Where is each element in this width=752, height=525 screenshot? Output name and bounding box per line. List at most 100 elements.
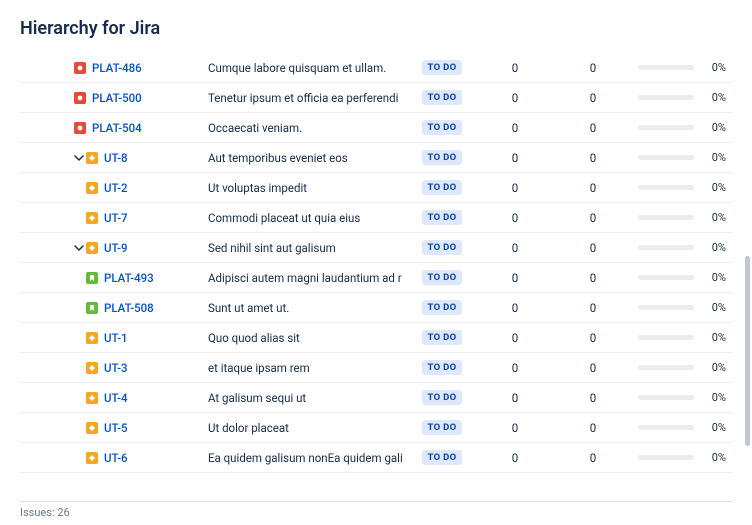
cell-key: UT-8 [20, 151, 208, 165]
cell-status: TO DO [408, 420, 476, 435]
progress-bar [638, 95, 694, 100]
table-row[interactable]: UT-6 Ea quidem galisum nonEa quidem gali T… [20, 443, 732, 473]
task-icon [86, 182, 98, 194]
cell-key: UT-1 [20, 331, 208, 345]
bug-icon [74, 92, 86, 104]
status-badge[interactable]: TO DO [422, 330, 463, 345]
table-row[interactable]: PLAT-486Cumque labore quisquam et ullam.… [20, 53, 732, 83]
issue-key-link[interactable]: PLAT-486 [92, 61, 142, 75]
cell-status: TO DO [408, 240, 476, 255]
issue-key-link[interactable]: PLAT-508 [104, 301, 154, 315]
status-badge[interactable]: TO DO [422, 180, 463, 195]
issue-count-footer: Issues: 26 [20, 502, 732, 525]
status-badge[interactable]: TO DO [422, 300, 463, 315]
count-2: 0 [554, 451, 632, 465]
count-1: 0 [476, 301, 554, 315]
story-icon [86, 302, 98, 314]
issue-key-link[interactable]: UT-5 [104, 421, 128, 435]
count-2: 0 [554, 271, 632, 285]
status-badge[interactable]: TO DO [422, 390, 463, 405]
status-badge[interactable]: TO DO [422, 360, 463, 375]
progress-bar [638, 245, 694, 250]
issue-key-link[interactable]: UT-1 [104, 331, 128, 345]
table-row[interactable]: UT-4At galisum sequi utTO DO000% [20, 383, 732, 413]
table-row[interactable]: UT-2Ut voluptas impeditTO DO000% [20, 173, 732, 203]
issue-key-link[interactable]: UT-4 [104, 391, 128, 405]
status-badge[interactable]: TO DO [422, 150, 463, 165]
issue-key-link[interactable]: PLAT-504 [92, 121, 142, 135]
bug-icon [74, 122, 86, 134]
table-row[interactable]: UT-7Commodi placeat ut quia eiusTO DO000… [20, 203, 732, 233]
progress-bar [638, 65, 694, 70]
progress-percent: 0% [704, 271, 726, 284]
count-2: 0 [554, 121, 632, 135]
count-2: 0 [554, 181, 632, 195]
task-icon [86, 152, 98, 164]
task-icon [86, 422, 98, 434]
chevron-down-icon[interactable] [72, 153, 86, 163]
status-badge[interactable]: TO DO [422, 450, 463, 465]
progress-bar [638, 335, 694, 340]
cell-key: UT-2 [20, 181, 208, 195]
table-row[interactable]: PLAT-508 Sunt ut amet ut. TO DO 00 0% [20, 293, 732, 323]
table-row[interactable]: PLAT-493Adipisci autem magni laudantium … [20, 263, 732, 293]
cell-key: UT-6 [20, 451, 208, 465]
count-1: 0 [476, 331, 554, 345]
cell-status: TO DO [408, 270, 476, 285]
cell-key: UT-5 [20, 421, 208, 435]
count-2: 0 [554, 61, 632, 75]
cell-progress: 0% [632, 421, 732, 434]
count-2: 0 [554, 301, 632, 315]
table-row[interactable]: UT-1Quo quod alias sitTO DO000% [20, 323, 732, 353]
issue-summary: Sunt ut amet ut. [208, 301, 408, 315]
cell-progress: 0% [632, 391, 732, 404]
count-1: 0 [476, 91, 554, 105]
count-1: 0 [476, 211, 554, 225]
count-1: 0 [476, 121, 554, 135]
cell-status: TO DO [408, 180, 476, 195]
chevron-down-icon[interactable] [72, 243, 86, 253]
progress-bar [638, 275, 694, 280]
issue-key-link[interactable]: UT-3 [104, 361, 128, 375]
issue-key-link[interactable]: UT-6 [104, 451, 128, 465]
table-row[interactable]: UT-5Ut dolor placeatTO DO000% [20, 413, 732, 443]
progress-percent: 0% [704, 211, 726, 224]
status-badge[interactable]: TO DO [422, 120, 463, 135]
cell-key: UT-9 [20, 241, 208, 255]
issue-key-link[interactable]: UT-7 [104, 211, 128, 225]
progress-bar [638, 125, 694, 130]
cell-status: TO DO [408, 300, 476, 315]
count-1: 0 [476, 451, 554, 465]
progress-bar [638, 305, 694, 310]
scrollbar-thumb[interactable] [745, 256, 750, 446]
task-icon [86, 362, 98, 374]
table-row[interactable]: PLAT-504Occaecati veniam.TO DO000% [20, 113, 732, 143]
progress-bar [638, 425, 694, 430]
issue-summary: Ea quidem galisum nonEa quidem gali [208, 451, 408, 465]
issue-key-link[interactable]: UT-8 [104, 151, 128, 165]
cell-progress: 0% [632, 331, 732, 344]
table-row[interactable]: PLAT-500Tenetur ipsum et officia ea perf… [20, 83, 732, 113]
issue-key-link[interactable]: PLAT-493 [104, 271, 154, 285]
cell-key: UT-7 [20, 211, 208, 225]
status-badge[interactable]: TO DO [422, 270, 463, 285]
issue-key-link[interactable]: UT-9 [104, 241, 128, 255]
issue-key-link[interactable]: PLAT-500 [92, 91, 142, 105]
table-row[interactable]: UT-8Aut temporibus eveniet eosTO DO000% [20, 143, 732, 173]
progress-percent: 0% [704, 301, 726, 314]
count-2: 0 [554, 421, 632, 435]
count-2: 0 [554, 331, 632, 345]
cell-progress: 0% [632, 271, 732, 284]
table-row[interactable]: UT-9Sed nihil sint aut galisumTO DO000% [20, 233, 732, 263]
table-row[interactable]: UT-3et itaque ipsam remTO DO000% [20, 353, 732, 383]
count-2: 0 [554, 391, 632, 405]
status-badge[interactable]: TO DO [422, 60, 463, 75]
status-badge[interactable]: TO DO [422, 90, 463, 105]
issue-key-link[interactable]: UT-2 [104, 181, 128, 195]
issue-summary: et itaque ipsam rem [208, 361, 408, 375]
status-badge[interactable]: TO DO [422, 210, 463, 225]
status-badge[interactable]: TO DO [422, 240, 463, 255]
count-1: 0 [476, 421, 554, 435]
progress-percent: 0% [704, 331, 726, 344]
status-badge[interactable]: TO DO [422, 420, 463, 435]
